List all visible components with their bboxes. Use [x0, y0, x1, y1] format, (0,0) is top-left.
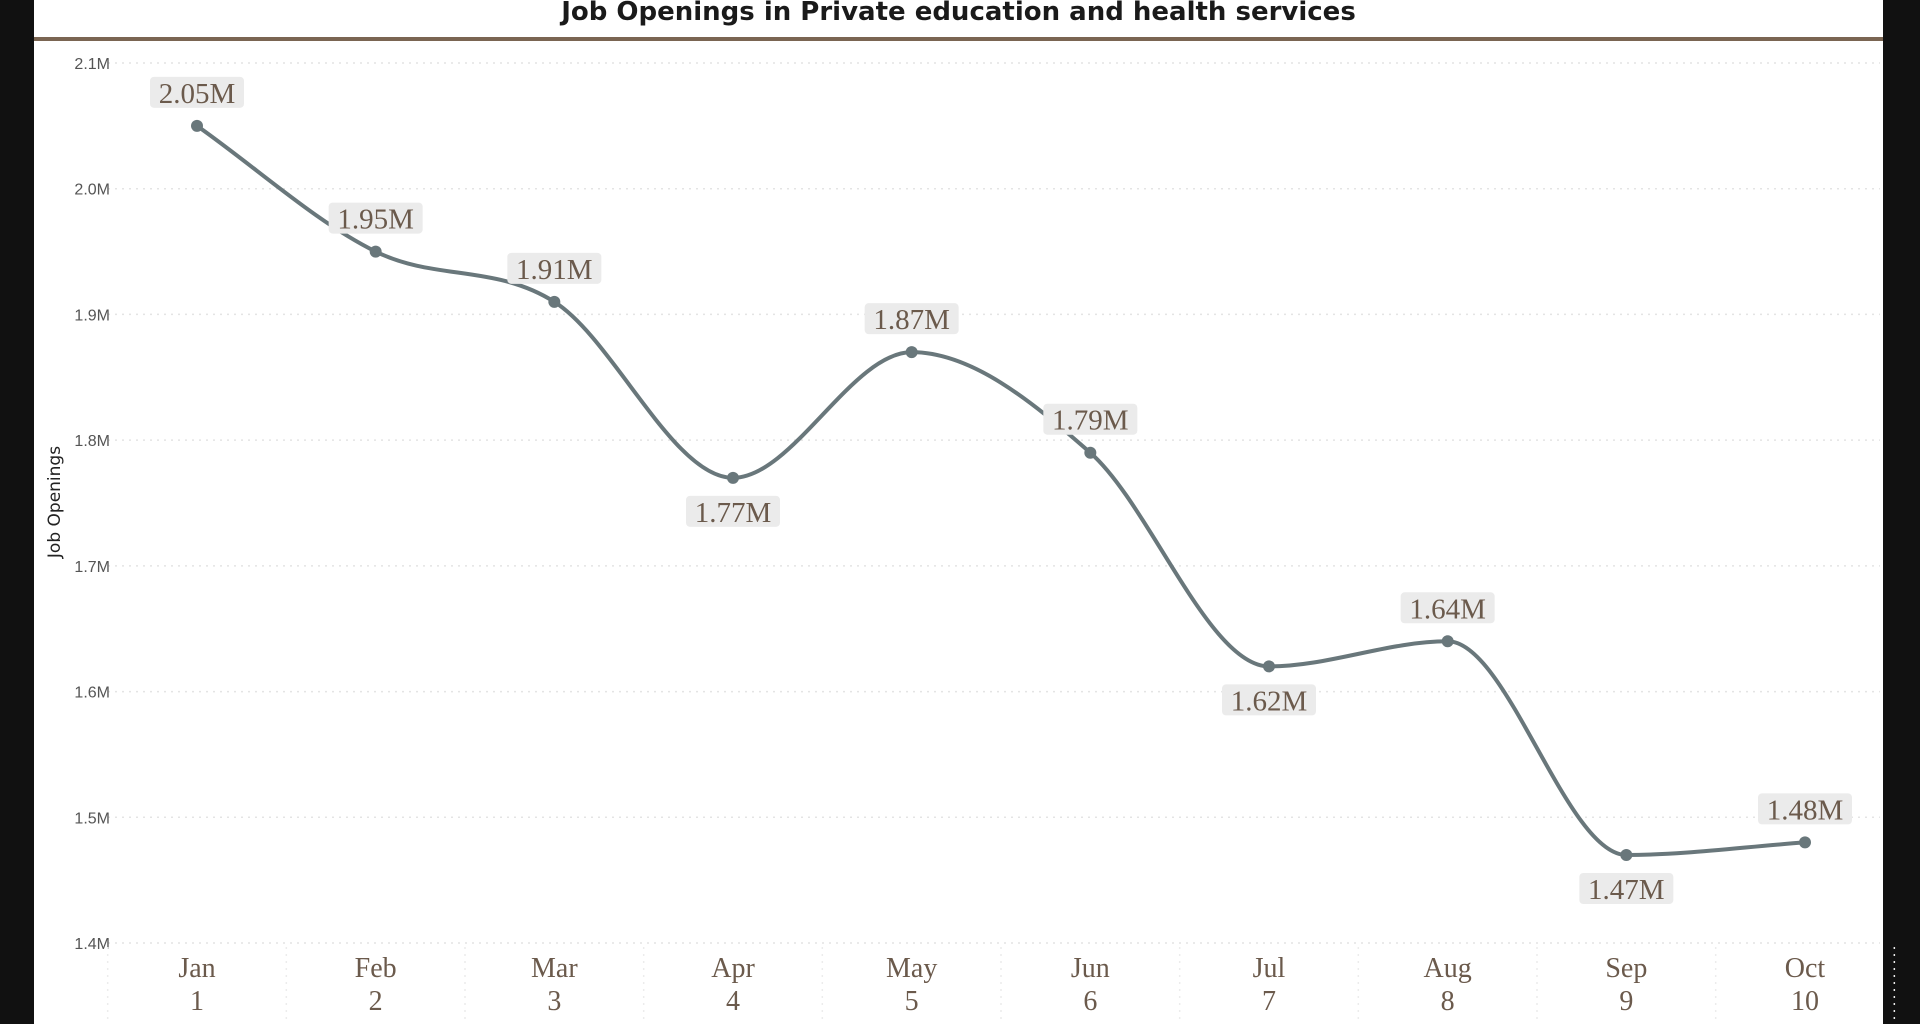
data-label: 1.64M: [1409, 593, 1486, 625]
x-tick-month: Feb: [355, 953, 397, 984]
data-point: [727, 471, 739, 484]
data-point: [1084, 446, 1097, 459]
data-label: 1.48M: [1767, 794, 1844, 826]
data-label-background: [150, 76, 244, 108]
y-tick-label: 1.4M: [74, 936, 110, 953]
x-tick-month: Jan: [178, 953, 215, 984]
x-tick-month: Sep: [1605, 953, 1647, 984]
y-tick-label: 2.1M: [74, 56, 110, 73]
x-tick-number: 10: [1791, 986, 1819, 1017]
x-tick-month: Jul: [1253, 953, 1286, 984]
x-tick-number: 1: [190, 986, 204, 1017]
data-label-background: [1222, 684, 1316, 716]
data-label: 1.47M: [1588, 874, 1665, 906]
data-label-background: [1758, 793, 1852, 825]
series-line: [195, 123, 1807, 858]
data-label-background: [328, 202, 423, 234]
data-label-background: [1579, 873, 1674, 904]
x-tick-number: 6: [1083, 986, 1097, 1017]
x-tick-number: 2: [369, 986, 383, 1017]
x-tick-month: Aug: [1424, 953, 1472, 984]
x-tick-number: 3: [547, 986, 561, 1017]
data-label-background: [1043, 403, 1138, 435]
x-tick-number: 9: [1619, 986, 1633, 1017]
data-point: [1620, 849, 1633, 861]
x-tick-month: Oct: [1785, 953, 1826, 984]
data-point: [1263, 660, 1275, 673]
data-point: [1799, 836, 1811, 849]
x-tick-month: May: [886, 953, 937, 984]
chart-title: Job Openings in Private education and he…: [561, 0, 1356, 27]
x-tick-month: Mar: [531, 953, 578, 984]
y-tick-label: 1.6M: [74, 685, 110, 702]
y-tick-label: 1.7M: [74, 559, 110, 576]
title-divider: [34, 37, 1883, 41]
data-label: 1.91M: [516, 254, 593, 286]
x-tick-number: 7: [1262, 986, 1276, 1017]
y-tick-label: 1.5M: [74, 810, 110, 827]
y-tick-label: 1.8M: [74, 433, 110, 450]
data-label: 1.77M: [695, 497, 772, 529]
data-point: [191, 119, 203, 132]
data-label: 2.05M: [159, 78, 236, 110]
x-tick-number: 4: [726, 986, 740, 1017]
data-label: 1.79M: [1052, 405, 1129, 437]
data-label-background: [686, 495, 780, 527]
data-point: [905, 346, 918, 359]
data-label: 1.87M: [873, 304, 950, 336]
data-point: [548, 295, 561, 308]
y-tick-label: 1.9M: [74, 307, 110, 324]
data-label-background: [1400, 592, 1495, 624]
chart-panel: Job Openings in Private education and he…: [34, 0, 1883, 1024]
x-tick-month: Jun: [1071, 953, 1110, 984]
data-point: [369, 245, 382, 258]
x-tick-month: Apr: [711, 953, 755, 984]
x-tick-number: 8: [1441, 986, 1455, 1017]
x-tick-number: 5: [905, 986, 919, 1017]
data-label: 1.62M: [1231, 685, 1308, 717]
y-tick-label: 2.0M: [74, 182, 110, 199]
data-label-background: [864, 303, 959, 335]
y-axis-title: Job Openings: [45, 446, 65, 559]
data-label-background: [507, 252, 602, 284]
data-point: [1441, 635, 1454, 648]
data-label: 1.95M: [337, 204, 414, 236]
